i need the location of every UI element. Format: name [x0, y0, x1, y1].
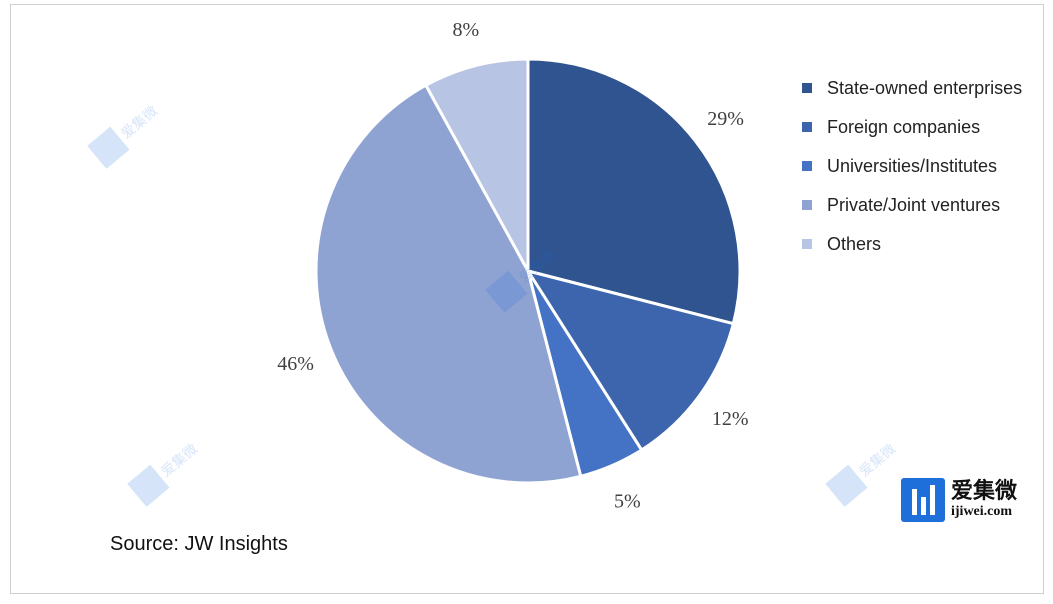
- legend-item-private: Private/Joint ventures: [802, 191, 1022, 219]
- source-note: Source: JW Insights: [110, 533, 288, 555]
- legend: State-owned enterprises Foreign companie…: [802, 74, 1022, 258]
- data-label-foreign: 12%: [712, 408, 749, 430]
- legend-label: Others: [827, 233, 882, 254]
- data-label-state-owned: 29%: [707, 108, 744, 130]
- legend-item-state-owned: State-owned enterprises: [802, 74, 1022, 102]
- legend-label: Foreign companies: [827, 116, 981, 137]
- legend-item-foreign: Foreign companies: [802, 113, 1022, 141]
- legend-swatch: [802, 239, 812, 249]
- legend-label: Private/Joint ventures: [827, 194, 1001, 215]
- brand-url: ijiwei.com: [951, 504, 1013, 519]
- brand-name: 爱集微: [951, 479, 1018, 504]
- legend-label: State-owned enterprises: [827, 77, 1023, 98]
- legend-label: Universities/Institutes: [827, 155, 998, 176]
- legend-swatch: [802, 161, 812, 171]
- legend-swatch: [802, 83, 812, 93]
- pie-slice-private: [314, 83, 583, 485]
- data-label-others: 8%: [452, 19, 479, 41]
- pie-slice-state-owned: [526, 57, 742, 326]
- legend-swatch: [802, 122, 812, 132]
- legend-swatch: [802, 200, 812, 210]
- legend-item-universities: Universities/Institutes: [802, 152, 1022, 180]
- pie-slice-others: [423, 57, 530, 272]
- pie-slice-foreign: [524, 268, 736, 453]
- data-label-universities: 5%: [614, 490, 641, 512]
- brand-logo: 爱集微 ijiwei.com: [901, 478, 1017, 522]
- data-label-private: 46%: [277, 353, 314, 375]
- brand-logo-icon: [901, 478, 945, 522]
- legend-item-others: Others: [802, 230, 1022, 258]
